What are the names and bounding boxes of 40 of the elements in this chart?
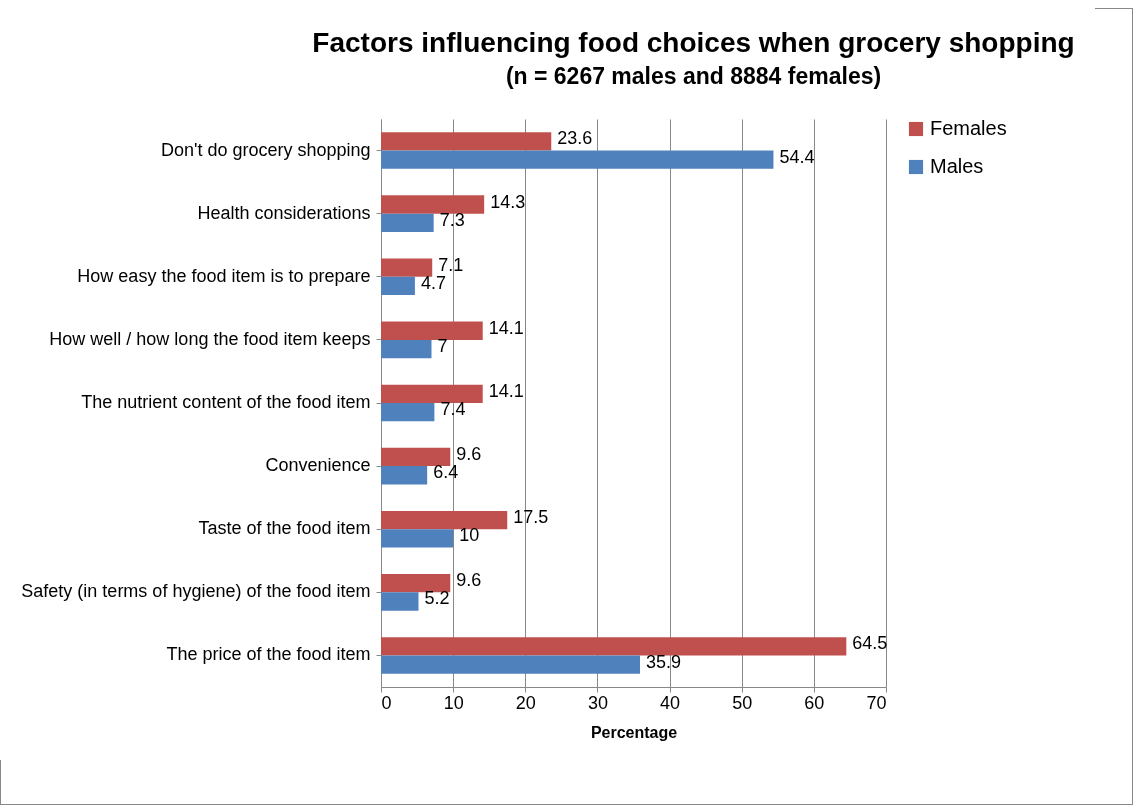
data-label: 9.6 (456, 443, 482, 464)
x-tick-label: 30 (587, 692, 608, 713)
data-label: 7.1 (438, 254, 464, 275)
y-tick-label: The price of the food item (166, 644, 371, 665)
legend-label: Males (930, 155, 984, 177)
data-label: 35.9 (645, 651, 682, 672)
data-label: 14.1 (488, 317, 524, 338)
data-label: 7.3 (439, 209, 465, 230)
x-tick-label: 20 (515, 692, 536, 713)
chart-title: Factors influencing food choices when grocery shopping (312, 27, 1075, 58)
y-tick-label: Safety (in terms of hygiene) of the food item (21, 581, 371, 602)
data-label: 64.5 (852, 633, 888, 654)
y-tick-label: How easy the food item is to prepare (77, 265, 371, 286)
y-tick-label: How well / how long the food item keeps (49, 328, 371, 349)
y-tick-label: Taste of the food item (198, 518, 371, 539)
x-tick-label: 10 (443, 692, 464, 713)
data-label: 23.6 (557, 128, 593, 149)
legend-label: Females (930, 117, 1007, 139)
x-tick-label: 40 (660, 692, 681, 713)
data-label: 5.2 (424, 588, 450, 609)
x-axis-title: Percentage (590, 723, 678, 741)
y-tick-label: The nutrient content of the food item (81, 392, 371, 412)
y-tick-label: Health considerations (197, 202, 371, 223)
data-label: 54.4 (779, 146, 815, 167)
x-tick-label: 60 (804, 692, 825, 713)
x-tick-label: 70 (866, 692, 887, 713)
x-tick-label: 50 (732, 692, 753, 713)
data-label: 17.5 (513, 507, 549, 528)
data-label: 6.4 (433, 462, 459, 483)
data-label: 7.4 (440, 399, 466, 420)
data-label: 14.3 (490, 191, 526, 212)
chart-subtitle: (n = 6267 males and 8884 females) (505, 63, 882, 89)
y-tick-label: Don't do grocery shopping (160, 139, 371, 160)
data-label: 10 (459, 525, 480, 546)
data-label: 9.6 (456, 570, 482, 591)
data-label: 7 (437, 336, 448, 357)
y-tick-label: Convenience (265, 455, 371, 476)
x-tick-label: 0 (381, 692, 392, 713)
data-label: 4.7 (420, 272, 446, 293)
data-label: 14.1 (488, 380, 524, 401)
